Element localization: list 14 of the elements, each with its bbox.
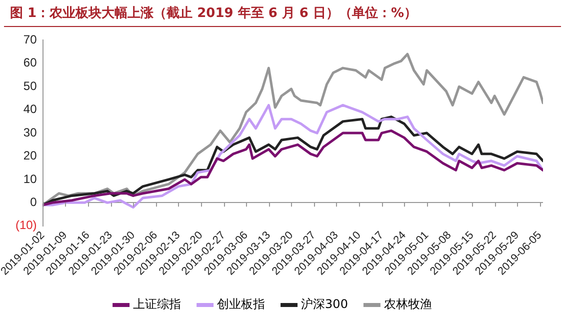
y-tick-label: (10) [15, 218, 37, 232]
legend-label: 沪深300 [301, 297, 348, 312]
y-tick-label: 60 [23, 56, 38, 70]
y-tick-label: 10 [23, 172, 38, 186]
y-tick-label: 30 [23, 125, 38, 140]
y-tick-label: 20 [23, 148, 38, 163]
y-tick-label: 50 [23, 78, 38, 93]
y-tick-label: 0 [30, 194, 38, 209]
y-tick-label: 40 [23, 102, 38, 116]
legend-label: 创业板指 [217, 297, 266, 312]
chart-title: 图 1：农业板块大幅上涨（截止 2019 年至 6 月 6 日）（单位：%） [4, 0, 561, 27]
legend-label: 农林牧渔 [384, 297, 432, 312]
y-tick-label: 70 [23, 32, 38, 47]
legend-label: 上证综指 [133, 297, 182, 312]
